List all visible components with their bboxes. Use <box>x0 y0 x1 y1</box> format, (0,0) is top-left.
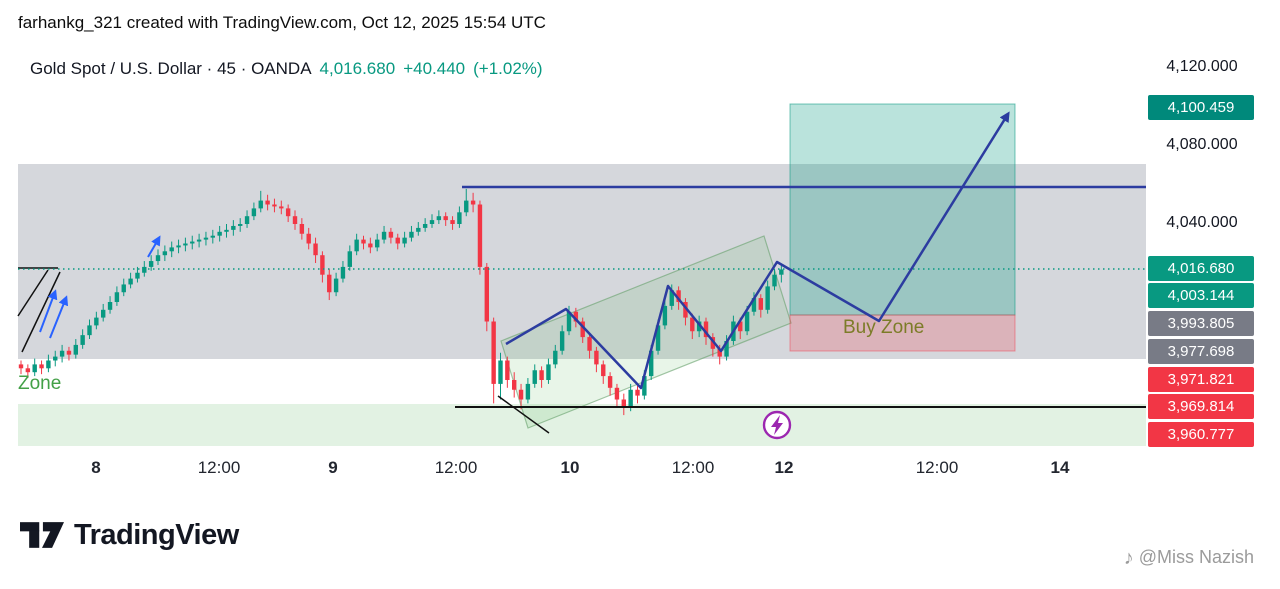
time-axis-label: 12:00 <box>671 458 715 477</box>
price-level-badge: 4,100.459 <box>1148 95 1254 120</box>
profit-target-box <box>789 103 1016 316</box>
time-axis-label: 8 <box>91 458 101 477</box>
music-note-icon: ♪ <box>1123 546 1134 569</box>
small-up-arrow <box>147 235 161 258</box>
price-change: +40.440 <box>403 59 466 78</box>
time-axis-label: 9 <box>328 458 338 477</box>
small-up-arrow <box>49 295 69 339</box>
symbol-header: Gold Spot / U.S. Dollar · 45 · OANDA 4,01… <box>30 59 543 79</box>
stop-loss-box <box>789 314 1016 352</box>
time-axis-label: 12:00 <box>434 458 478 477</box>
symbol-title[interactable]: Gold Spot / U.S. Dollar · 45 · OANDA <box>30 59 312 78</box>
time-axis-label: 12:00 <box>197 458 241 477</box>
attribution-text: farhankg_321 created with TradingView.co… <box>18 13 546 32</box>
drop-trend-line <box>497 395 550 434</box>
projection-arrow-path <box>505 111 1010 390</box>
price-axis-label: 4,080.000 <box>1166 136 1238 153</box>
price-axis-label: 4,120.000 <box>1166 58 1238 75</box>
small-up-arrow <box>39 289 58 333</box>
price-change-percent: (+1.02%) <box>473 59 543 78</box>
lightning-bolt-icon <box>771 415 783 435</box>
price-level-badge: 4,016.680 <box>1148 256 1254 281</box>
time-axis-label: 12 <box>774 458 794 477</box>
time-axis-label: 14 <box>1050 458 1070 477</box>
tradingview-logo-icon <box>20 522 64 548</box>
green-zone-band <box>18 404 1146 446</box>
price-level-badge: 3,960.777 <box>1148 422 1254 447</box>
candlestick-series <box>18 188 784 416</box>
creator-credit: ♪ @Miss Nazish <box>1124 547 1254 568</box>
price-axis-label: 4,040.000 <box>1166 214 1238 231</box>
time-axis[interactable]: 8 12:00 9 12:00 10 12:00 12 12:00 14 <box>0 455 1146 485</box>
price-level-badge: 3,993.805 <box>1148 311 1254 336</box>
price-level-badge: 3,969.814 <box>1148 394 1254 419</box>
buy-zone-label: Buy Zone <box>843 317 925 338</box>
zone-label: Zone <box>18 373 62 394</box>
left-wedge-line-2 <box>17 269 49 317</box>
time-axis-label: 10 <box>560 458 580 477</box>
tradingview-logo[interactable]: TradingView <box>20 518 239 552</box>
tradingview-logo-text: TradingView <box>74 518 239 551</box>
time-axis-label: 12:00 <box>915 458 959 477</box>
last-price: 4,016.680 <box>319 59 396 78</box>
price-level-badge: 3,971.821 <box>1148 367 1254 392</box>
price-axis[interactable]: 4,120.000 4,080.000 4,040.000 4,100.459 4,01… <box>1146 0 1280 470</box>
price-level-badge: 4,003.144 <box>1148 283 1254 308</box>
left-wedge-line-1 <box>21 271 61 353</box>
creator-handle: @Miss Nazish <box>1138 547 1254 567</box>
price-level-badge: 3,977.698 <box>1148 339 1254 364</box>
